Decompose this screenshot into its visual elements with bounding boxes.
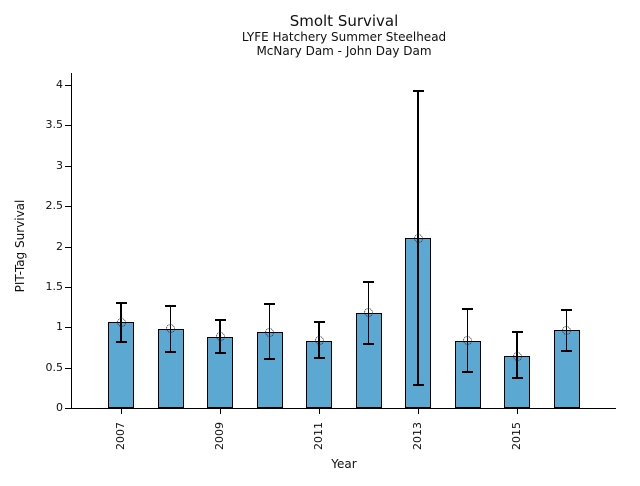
point-marker xyxy=(364,308,373,318)
x-tick-mark xyxy=(418,409,419,414)
error-bar-cap-top xyxy=(264,302,275,305)
error-bar-cap-bottom xyxy=(264,357,275,360)
point-marker xyxy=(413,233,423,243)
y-tick-mark xyxy=(65,367,71,369)
y-tick-mark xyxy=(65,246,71,248)
error-bar-cap-bottom xyxy=(313,356,325,359)
y-tick-label: 1 xyxy=(56,320,63,334)
point-marker xyxy=(116,317,126,327)
error-bar-cap-top xyxy=(214,318,226,321)
chart-title: Smolt Survival xyxy=(289,12,399,30)
y-tick-mark xyxy=(65,85,71,86)
point-marker xyxy=(562,325,571,335)
error-bar-cap-top xyxy=(561,309,572,312)
error-bar-cap-top xyxy=(115,302,127,305)
error-bar-cap-top xyxy=(313,321,325,324)
error-bar-cap-bottom xyxy=(214,352,226,355)
y-tick-label: 4 xyxy=(56,78,63,91)
y-tick-label: 1.5 xyxy=(45,279,64,293)
x-tick-mark xyxy=(121,409,122,414)
chart-subtitle-line2: McNary Dam - John Day Dam xyxy=(256,44,432,58)
point-marker xyxy=(215,332,225,342)
error-bar-cap-bottom xyxy=(511,377,523,380)
error-bar-cap-bottom xyxy=(561,349,572,352)
error-bar-cap-top xyxy=(165,305,176,308)
error-bar-cap-top xyxy=(363,281,374,284)
y-tick-label: 2 xyxy=(56,239,63,253)
y-tick-label: 0 xyxy=(56,401,63,414)
title-block: Smolt Survival LYFE Hatchery Summer Stee… xyxy=(72,12,616,58)
y-tick-mark xyxy=(65,408,71,409)
point-marker xyxy=(463,336,472,346)
y-tick-label: 2.5 xyxy=(45,199,64,213)
x-tick-mark xyxy=(517,409,518,414)
x-axis-label: Year xyxy=(331,457,357,471)
error-bar-cap-top xyxy=(412,89,424,92)
y-tick-label: 0.5 xyxy=(45,360,64,374)
error-bar-cap-bottom xyxy=(115,340,127,343)
bar-2008 xyxy=(157,328,184,408)
error-bar-cap-bottom xyxy=(462,371,473,374)
point-marker xyxy=(265,327,274,337)
error-bar-cap-bottom xyxy=(165,351,176,354)
y-tick-mark xyxy=(65,165,71,167)
y-tick-label: 3 xyxy=(56,158,63,172)
x-axis-spine xyxy=(71,408,616,409)
error-bar-cap-bottom xyxy=(363,343,374,346)
y-tick-mark xyxy=(65,327,71,329)
y-tick-mark xyxy=(65,286,71,288)
point-marker xyxy=(512,351,522,361)
chart-subtitle-line1: LYFE Hatchery Summer Steelhead xyxy=(241,30,447,44)
point-marker xyxy=(166,324,175,334)
y-tick-mark xyxy=(65,125,71,127)
x-tick-mark xyxy=(319,409,320,414)
y-axis-spine xyxy=(71,73,72,409)
y-tick-label: 3.5 xyxy=(45,118,64,132)
x-tick-mark xyxy=(220,409,221,414)
error-bar-cap-bottom xyxy=(412,384,424,387)
bar-2012 xyxy=(355,312,382,408)
error-bar-cap-top xyxy=(511,331,523,334)
y-tick-mark xyxy=(65,206,71,208)
error-bar-cap-top xyxy=(462,307,473,310)
point-marker xyxy=(314,336,324,346)
